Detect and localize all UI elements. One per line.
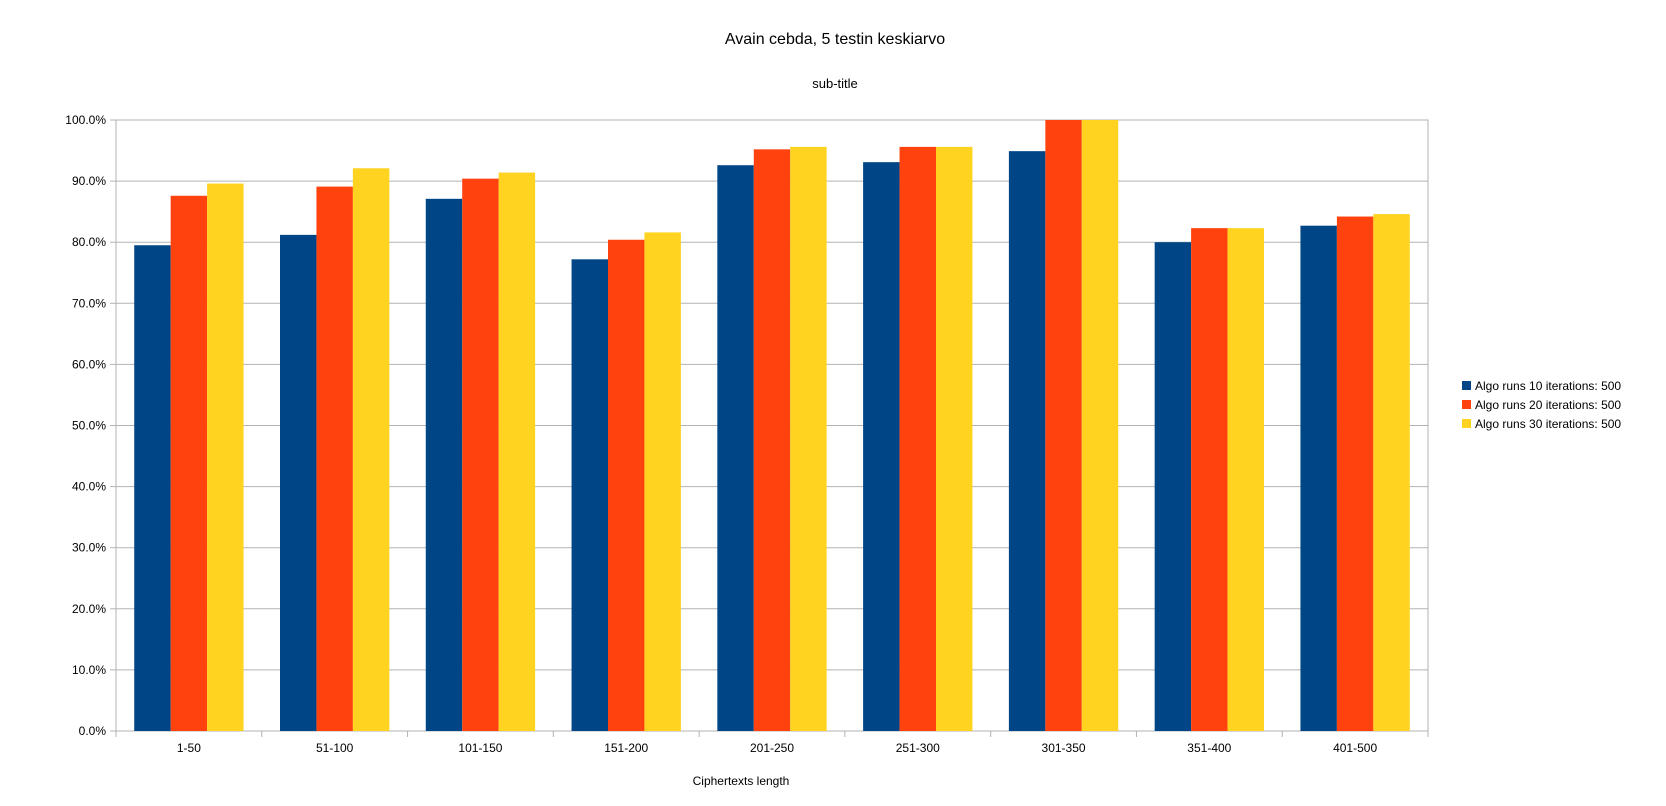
x-tick-label: 51-100 [316, 741, 354, 755]
bar [134, 245, 171, 731]
bar [863, 162, 900, 731]
bar [608, 239, 645, 732]
bar [1373, 214, 1410, 731]
y-tick-label: 90.0% [72, 174, 106, 188]
bar [644, 232, 681, 731]
x-axis-title: Ciphertexts length [693, 774, 790, 788]
axes: 0.0% 10.0% 20.0% 30.0% 40.0% 50.0% 60.0% 70.0% 8… [65, 113, 1429, 755]
bar [352, 168, 390, 732]
y-tick-label: 80.0% [72, 235, 106, 249]
bar [1336, 216, 1374, 732]
y-tick-label: 60.0% [72, 357, 106, 371]
y-tick-label: 10.0% [72, 663, 106, 677]
legend-swatch [1462, 400, 1471, 409]
bar [207, 183, 244, 731]
bar [899, 146, 936, 731]
bar [936, 146, 973, 731]
bar [462, 178, 499, 731]
x-tick-label: 251-300 [896, 741, 940, 755]
x-tick-label: 151-200 [604, 741, 648, 755]
bar [790, 146, 827, 731]
y-tick-label: 100.0% [65, 113, 106, 127]
bar [280, 234, 317, 732]
bar [1008, 151, 1046, 731]
bar [425, 198, 463, 732]
legend-swatch [1462, 419, 1471, 428]
legend: Algo runs 10 iterations: 500 Algo runs 20… [1462, 379, 1621, 431]
legend-label: Algo runs 20 iterations: 500 [1475, 398, 1621, 412]
x-tick-label: 401-500 [1333, 741, 1377, 755]
bar [498, 172, 536, 731]
bar [1191, 228, 1228, 731]
x-tick-label: 201-250 [750, 741, 794, 755]
y-tick-label: 70.0% [72, 296, 106, 310]
bar [717, 165, 754, 732]
y-tick-label: 40.0% [72, 480, 106, 494]
legend-label: Algo runs 30 iterations: 500 [1475, 417, 1621, 431]
bar [170, 195, 208, 731]
x-tick-label: 1-50 [177, 741, 201, 755]
bars [134, 120, 1410, 732]
y-tick-label: 30.0% [72, 541, 106, 555]
x-tick-label: 101-150 [458, 741, 502, 755]
y-tick-label: 50.0% [72, 419, 106, 433]
bar [1154, 242, 1192, 731]
bar [1045, 120, 1082, 731]
x-tick-label: 351-400 [1187, 741, 1231, 755]
bar [1227, 228, 1264, 731]
chart-title: Avain cebda, 5 testin keskiarvo [725, 31, 945, 48]
bar [571, 259, 608, 731]
y-tick-label: 20.0% [72, 602, 106, 616]
chart-subtitle: sub-title [812, 76, 858, 91]
bar [753, 149, 791, 731]
bar [1300, 225, 1337, 731]
y-tick-label: 0.0% [79, 724, 107, 738]
legend-label: Algo runs 10 iterations: 500 [1475, 379, 1621, 393]
bar [316, 186, 353, 731]
x-tick-label: 301-350 [1042, 741, 1086, 755]
legend-swatch [1462, 381, 1471, 390]
bar [1081, 120, 1119, 731]
